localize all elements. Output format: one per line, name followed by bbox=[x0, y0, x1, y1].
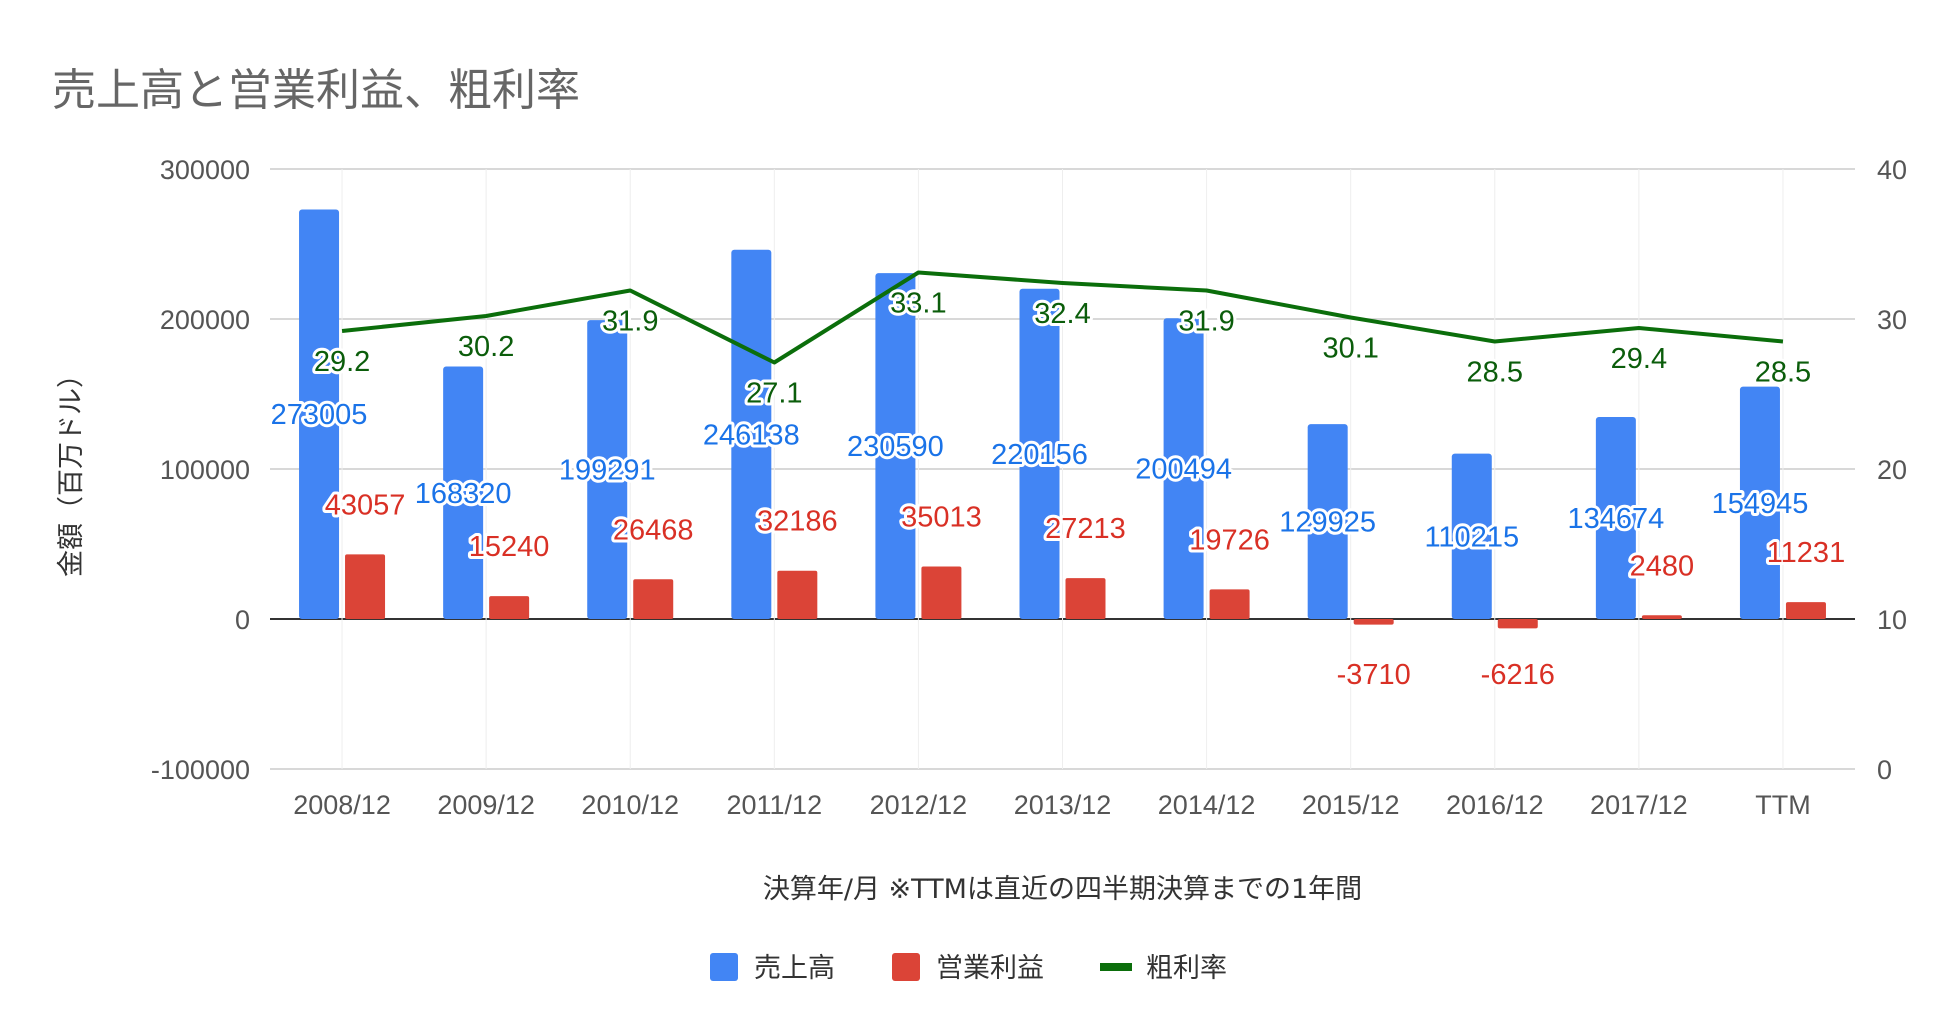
legend-label: 売上高 bbox=[754, 953, 835, 984]
x-axis: 2008/12 2009/12 2010/12 2011/12 2012/12 2013/… bbox=[293, 790, 1810, 820]
y2-tick-label: 40 bbox=[1877, 155, 1907, 185]
data-labels: 273005 43057 29.2 168320 15240 30.2 199291 2646… bbox=[268, 285, 1849, 695]
legend: 売上高 営業利益 粗利率 bbox=[710, 953, 1227, 984]
operating-profit-bar bbox=[1785, 602, 1826, 619]
operating-profit-data-label: 43057 bbox=[325, 489, 406, 521]
revenue-data-label: 273005 bbox=[271, 399, 368, 431]
operating-profit-bar bbox=[1497, 619, 1538, 629]
y-tick-label: 0 bbox=[235, 605, 250, 635]
y2-tick-label: 30 bbox=[1877, 305, 1907, 335]
revenue-bar bbox=[1019, 288, 1060, 619]
revenue-bar bbox=[443, 366, 484, 619]
x-tick-label: 2016/12 bbox=[1446, 790, 1544, 820]
legend-label: 粗利率 bbox=[1146, 953, 1227, 984]
gross-margin-polyline bbox=[341, 270, 1784, 365]
operating-profit-bar bbox=[921, 566, 962, 619]
x-tick-label: 2017/12 bbox=[1590, 790, 1688, 820]
bars bbox=[299, 209, 1826, 629]
x-tick-label: 2011/12 bbox=[727, 790, 823, 820]
operating-profit-bar bbox=[1353, 619, 1394, 625]
y2-tick-label: 0 bbox=[1877, 755, 1892, 785]
x-tick-label: 2012/12 bbox=[870, 790, 968, 820]
operating-profit-data-label: -6216 bbox=[1481, 659, 1555, 691]
gross-margin-data-label: 28.5 bbox=[1755, 357, 1811, 389]
y-tick-label: 200000 bbox=[160, 305, 250, 335]
revenue-bar bbox=[1595, 416, 1636, 619]
y-tick-label: 100000 bbox=[160, 455, 250, 485]
revenue-data-label: 168320 bbox=[415, 478, 512, 510]
operating-profit-data-label: 35013 bbox=[901, 501, 982, 533]
gross-margin-data-label: 33.1 bbox=[890, 288, 946, 320]
gross-margin-data-label: 29.4 bbox=[1611, 343, 1667, 375]
revenue-bar bbox=[875, 273, 916, 619]
revenue-data-label: 129925 bbox=[1279, 507, 1376, 539]
x-tick-label: 2009/12 bbox=[437, 790, 535, 820]
y2-tick-label: 20 bbox=[1877, 455, 1907, 485]
gross-margin-data-label: 31.9 bbox=[602, 306, 658, 338]
operating-profit-data-label: 26468 bbox=[613, 514, 694, 546]
revenue-data-label: 199291 bbox=[559, 455, 656, 487]
revenue-data-label: 110215 bbox=[1424, 521, 1519, 553]
y-tick-label: 300000 bbox=[160, 155, 250, 185]
gross-margin-data-label: 28.5 bbox=[1467, 357, 1523, 389]
gross-margin-data-label: 27.1 bbox=[746, 378, 802, 410]
revenue-bar bbox=[587, 320, 628, 619]
revenue-data-label: 246138 bbox=[703, 419, 800, 451]
revenue-data-label: 230590 bbox=[847, 431, 944, 463]
operating-profit-data-label: 19726 bbox=[1189, 524, 1270, 556]
right-axis: 0 10 20 30 40 bbox=[1877, 155, 1907, 785]
y-tick-label: -100000 bbox=[151, 755, 250, 785]
gross-margin-data-label: 32.4 bbox=[1034, 298, 1090, 330]
legend-swatch bbox=[710, 953, 738, 981]
y-axis-title: 金額（百万ドル） bbox=[56, 361, 87, 577]
operating-profit-data-label: 11231 bbox=[1767, 537, 1846, 569]
gross-margin-line bbox=[341, 270, 1784, 365]
gross-margin-data-label: 30.1 bbox=[1322, 333, 1378, 365]
operating-profit-data-label: 2480 bbox=[1630, 550, 1695, 582]
x-tick-label: TTM bbox=[1755, 790, 1810, 820]
gross-margin-data-label: 30.2 bbox=[458, 331, 514, 363]
revenue-bar bbox=[1307, 424, 1348, 619]
revenue-bar bbox=[1739, 386, 1780, 619]
operating-profit-bar bbox=[777, 570, 818, 619]
left-axis: -100000 0 100000 200000 300000 bbox=[151, 155, 250, 785]
x-tick-label: 2010/12 bbox=[581, 790, 679, 820]
revenue-data-label: 154945 bbox=[1712, 488, 1809, 520]
operating-profit-bar bbox=[1065, 578, 1106, 619]
chart-title: 売上高と営業利益、粗利率 bbox=[52, 65, 580, 116]
revenue-data-label: 134674 bbox=[1567, 503, 1664, 535]
revenue-bar bbox=[299, 209, 340, 619]
legend-swatch bbox=[1100, 963, 1132, 971]
x-tick-label: 2013/12 bbox=[1014, 790, 1112, 820]
x-tick-label: 2014/12 bbox=[1158, 790, 1256, 820]
legend-swatch bbox=[892, 953, 920, 981]
operating-profit-bar bbox=[345, 554, 386, 619]
x-tick-label: 2008/12 bbox=[293, 790, 391, 820]
legend-label: 営業利益 bbox=[936, 953, 1044, 984]
gridlines bbox=[270, 168, 1855, 770]
y2-tick-label: 10 bbox=[1877, 605, 1907, 635]
x-axis-title: 決算年/月 ※TTMは直近の四半期決算までの1年間 bbox=[763, 874, 1362, 905]
revenue-data-label: 220156 bbox=[991, 439, 1088, 471]
revenue-bar bbox=[1163, 318, 1204, 619]
operating-profit-data-label: 27213 bbox=[1045, 513, 1126, 545]
operating-profit-data-label: 15240 bbox=[469, 531, 550, 563]
revenue-bar bbox=[1451, 453, 1492, 619]
operating-profit-bar bbox=[1641, 615, 1682, 619]
operating-profit-bar bbox=[1209, 589, 1250, 619]
revenue-data-label: 200494 bbox=[1135, 454, 1232, 486]
operating-profit-bar bbox=[633, 579, 674, 619]
x-tick-label: 2015/12 bbox=[1302, 790, 1400, 820]
gross-margin-data-label: 31.9 bbox=[1178, 306, 1234, 338]
revenue-bar bbox=[731, 249, 772, 619]
operating-profit-data-label: -3710 bbox=[1337, 659, 1411, 691]
operating-profit-data-label: 32186 bbox=[757, 506, 838, 538]
operating-profit-bar bbox=[489, 596, 530, 619]
gross-margin-data-label: 29.2 bbox=[314, 346, 370, 378]
